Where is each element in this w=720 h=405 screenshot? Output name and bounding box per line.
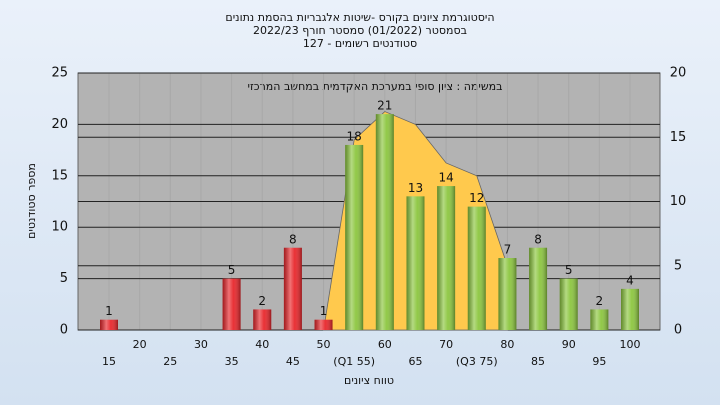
bar-shade [345,144,364,330]
x-tick-label: 85 [531,355,545,368]
value-label: 5 [565,263,573,277]
bar-shade [529,247,548,330]
bar-shade [437,186,456,330]
bar-shade [590,309,609,330]
y2-tick-label: 0 [674,323,682,338]
y-tick-label: 20 [51,117,68,132]
bar-shade [406,196,425,330]
x-tick-label: (Q1 55) [333,355,375,368]
bar-shade [498,258,517,330]
value-label: 4 [626,273,634,287]
x-tick-label: 25 [163,355,177,368]
x-tick-label: 65 [408,355,422,368]
bar-shade [621,288,639,330]
x-tick-label: 45 [286,355,300,368]
title-line: היסטוגרמת ציונים בקורס -שיטות אלגבריות ב… [225,11,494,24]
bar-shade [100,319,118,330]
bar-shade [253,309,272,330]
value-label: 13 [408,181,423,195]
bar-shade [222,278,241,330]
x-tick-label: 40 [255,338,269,351]
y2-tick-label: 5 [674,258,682,273]
x-tick-label: 35 [225,355,239,368]
y-tick-label: 0 [60,323,68,338]
bar-shade [314,319,333,330]
x-tick-label: 20 [133,338,147,351]
title-line: סטודנטים רשומים - 127 [303,37,417,50]
y-tick-label: 5 [60,271,68,286]
value-label: 21 [377,99,392,113]
y-tick-label: 25 [51,66,68,81]
value-label: 18 [347,129,362,143]
x-tick-label: 80 [500,338,514,351]
y2-tick-label: 20 [670,66,687,81]
title-line: בסמסטר (01/2022) סמסטר חורף 2022/23 [253,24,467,37]
annotation: במשימה : ציון סופי במערכת האקדמית במחשב … [248,80,503,93]
x-tick-label: 15 [102,355,116,368]
value-label: 14 [438,171,453,185]
bar-shade [559,278,578,330]
bar-shade [467,206,486,330]
x-tick-label: 100 [620,338,641,351]
x-tick-label: 70 [439,338,453,351]
bar-shade [375,114,394,331]
value-label: 2 [596,294,604,308]
x-tick-label: (Q3 75) [456,355,498,368]
x-tick-label: 30 [194,338,208,351]
x-tick-label: 90 [562,338,576,351]
y2-tick-label: 15 [670,130,687,145]
y-tick-label: 10 [51,220,68,235]
x-tick-label: 50 [317,338,331,351]
value-label: 2 [258,294,266,308]
y2-tick-label: 10 [670,194,687,209]
value-label: 1 [320,304,328,318]
value-label: 7 [504,243,512,257]
bar-shade [283,247,302,330]
value-label: 12 [469,191,484,205]
y-axis-label: מספר סטודנטים [25,163,38,239]
value-label: 1 [105,304,113,318]
x-tick-label: 60 [378,338,392,351]
value-label: 8 [289,232,297,246]
value-label: 8 [534,232,542,246]
x-tick-label: 95 [592,355,606,368]
value-label: 5 [228,263,236,277]
x-axis-label: טווח ציונים [344,374,394,387]
y-tick-label: 15 [51,168,68,183]
